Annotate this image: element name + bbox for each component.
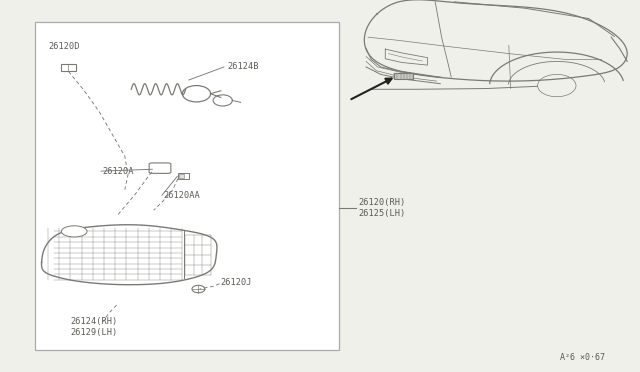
- Text: 26120D: 26120D: [48, 42, 79, 51]
- Bar: [178, 173, 189, 179]
- FancyBboxPatch shape: [149, 163, 171, 173]
- Text: 26129(LH): 26129(LH): [70, 328, 118, 337]
- Bar: [394, 73, 413, 79]
- Bar: [179, 174, 184, 178]
- Text: 26120J: 26120J: [221, 278, 252, 287]
- Text: 26125(LH): 26125(LH): [358, 209, 406, 218]
- Text: 26124(RH): 26124(RH): [70, 317, 118, 326]
- Bar: [61, 64, 76, 71]
- Text: 26120A: 26120A: [102, 167, 134, 176]
- Polygon shape: [42, 225, 217, 285]
- Text: 26124B: 26124B: [227, 62, 259, 71]
- Text: 26120AA: 26120AA: [163, 191, 200, 200]
- Ellipse shape: [61, 226, 87, 237]
- Text: A²6 ×0·67: A²6 ×0·67: [560, 353, 605, 362]
- Bar: [35, 22, 339, 350]
- Text: 26120(RH): 26120(RH): [358, 198, 406, 207]
